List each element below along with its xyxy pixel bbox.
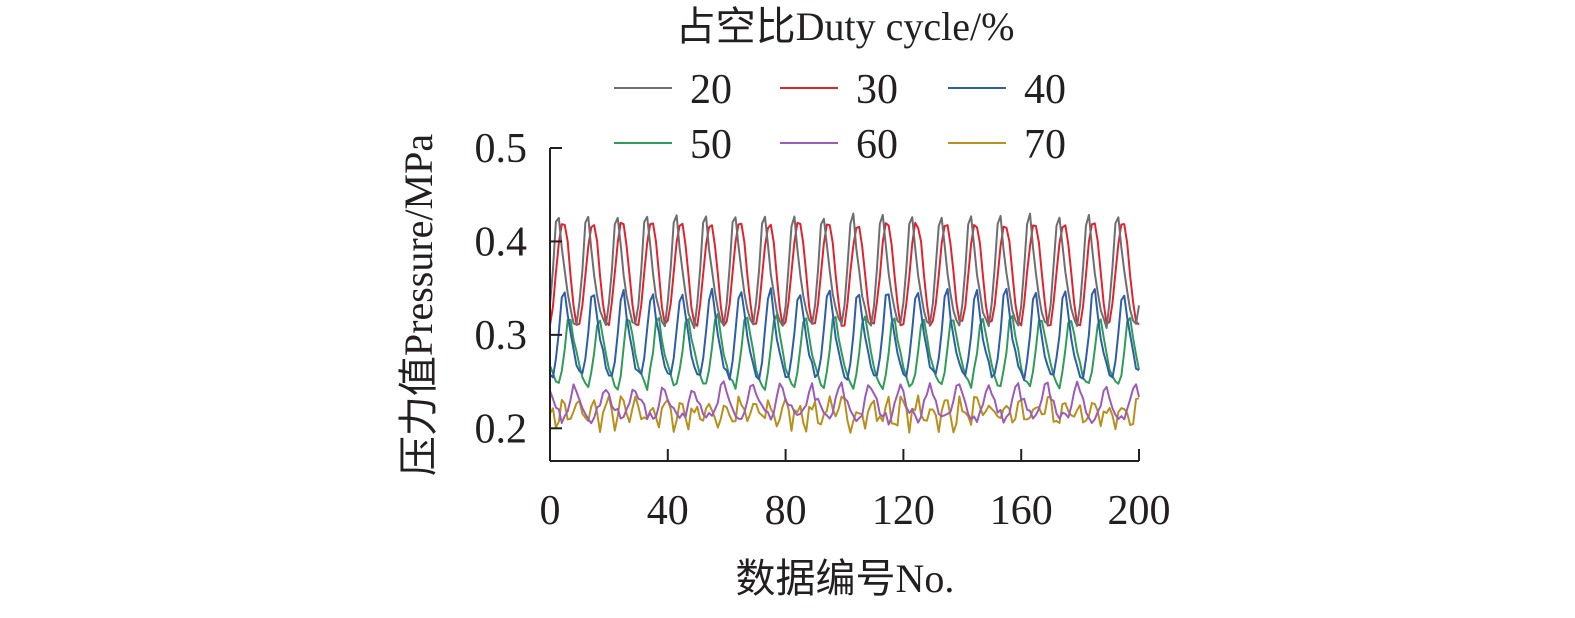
y-tick-label-2: 0.4	[475, 219, 528, 265]
series-line-40	[549, 287, 1140, 381]
series-line-70	[549, 394, 1140, 434]
x-axis-ticks: 0 40 80 120 160 200	[540, 449, 1171, 534]
y-tick-label-0: 0.2	[475, 406, 528, 452]
x-tick-label-4: 160	[990, 488, 1053, 534]
y-axis-ticks: 0.2 0.3 0.4 0.5	[475, 126, 562, 452]
legend-label-30: 30	[856, 67, 898, 113]
x-tick-label-5: 200	[1108, 488, 1171, 534]
legend: 20 30 40 50 60 70	[614, 67, 1066, 168]
legend-label-60: 60	[856, 122, 898, 168]
y-tick-label-1: 0.3	[475, 313, 528, 359]
series-line-20	[549, 212, 1140, 330]
series-line-50	[549, 312, 1140, 391]
legend-label-70: 70	[1024, 122, 1066, 168]
x-tick-label-2: 80	[765, 488, 807, 534]
series-line-60	[549, 380, 1140, 426]
legend-title: 占空比Duty cycle/%	[676, 4, 1015, 49]
x-tick-label-1: 40	[647, 488, 689, 534]
x-tick-label-3: 120	[872, 488, 935, 534]
legend-label-40: 40	[1024, 67, 1066, 113]
y-tick-label-3: 0.5	[475, 126, 528, 172]
x-tick-label-0: 0	[540, 488, 561, 534]
y-axis-label: 压力值Pressure/MPa	[396, 134, 441, 476]
x-axis-label: 数据编号No.	[736, 556, 955, 601]
legend-label-20: 20	[690, 67, 732, 113]
plot-area	[549, 212, 1140, 434]
legend-label-50: 50	[690, 122, 732, 168]
series-line-30	[549, 221, 1140, 327]
